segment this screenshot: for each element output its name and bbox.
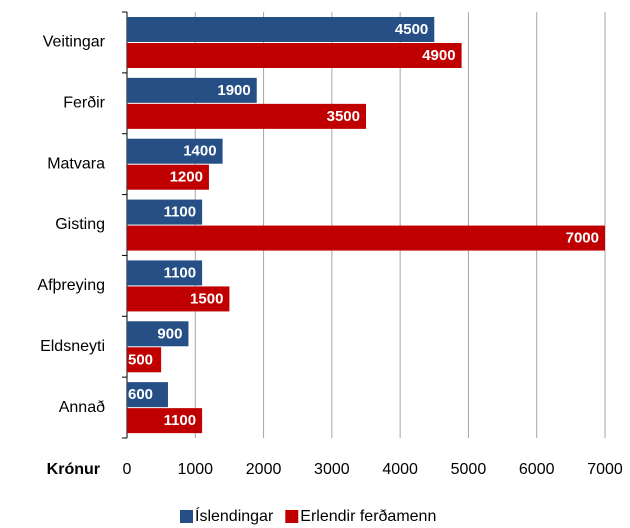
value-label: 1100 (164, 264, 197, 281)
x-tick-label: 4000 (382, 461, 418, 478)
y-tick-label: Ferðir (63, 95, 105, 112)
x-axis-label: Krónur (47, 461, 100, 478)
x-tick-label: 2000 (246, 461, 282, 478)
bar (127, 260, 203, 286)
y-tick-label: Afþreying (37, 277, 105, 294)
bar (127, 77, 257, 103)
value-label: 1400 (183, 143, 216, 160)
value-label: 1200 (170, 169, 203, 186)
legend-swatch (285, 510, 299, 523)
bar (127, 199, 203, 225)
x-tick-label: 1000 (177, 461, 213, 478)
value-label: 4500 (395, 21, 428, 38)
y-tick-label: Annað (59, 399, 105, 416)
y-tick-label: Gisting (55, 216, 105, 233)
bar (127, 382, 168, 408)
bar (127, 103, 366, 129)
x-tick-label: 3000 (314, 461, 350, 478)
x-tick-label: 6000 (519, 461, 555, 478)
value-label: 1900 (217, 82, 250, 99)
legend-label: Íslendingar (195, 506, 274, 525)
value-label: 4900 (422, 47, 455, 64)
bar (127, 43, 462, 68)
value-label: 1100 (164, 204, 197, 221)
y-tick-label: Eldsneyti (40, 338, 105, 355)
x-tick-label: 0 (123, 461, 132, 478)
x-tick-label: 5000 (451, 461, 487, 478)
bar (127, 164, 209, 190)
value-label: 1500 (190, 290, 223, 307)
legend-swatch (180, 510, 193, 523)
bar (127, 286, 230, 312)
y-tick-label: Matvara (47, 155, 105, 172)
bar (127, 138, 223, 164)
bar (127, 347, 162, 373)
value-label: 900 (157, 325, 182, 342)
x-tick-label: 7000 (587, 461, 623, 478)
bar (127, 17, 435, 42)
bar (127, 408, 203, 434)
value-label: 500 (128, 351, 153, 368)
value-label: 3500 (327, 108, 360, 125)
legend-label: Erlendir ferðamenn (300, 508, 436, 525)
value-label: 1100 (164, 412, 197, 429)
value-label: 7000 (566, 230, 599, 247)
bar (127, 225, 605, 251)
value-label: 600 (128, 386, 153, 403)
bar (127, 321, 189, 347)
y-tick-label: Veitingar (43, 34, 106, 51)
